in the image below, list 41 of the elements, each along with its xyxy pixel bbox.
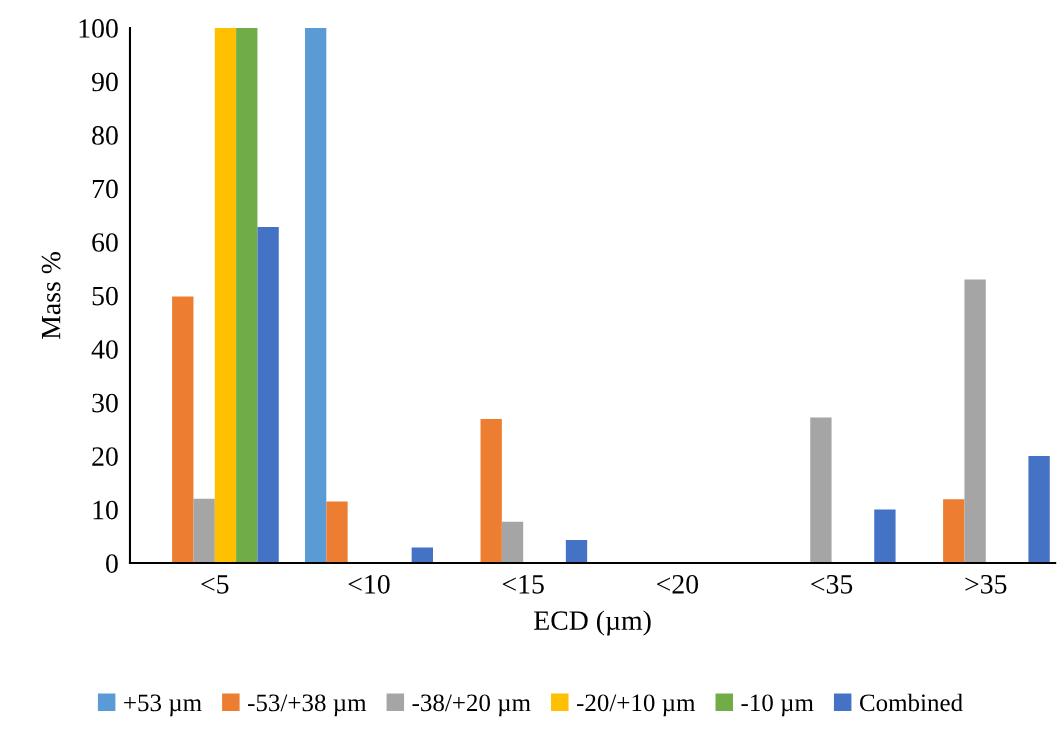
y-tick-label: 80 bbox=[92, 126, 118, 145]
y-tick-label: 0 bbox=[106, 554, 118, 573]
y-tick-label: 90 bbox=[91, 72, 118, 92]
x-tick-label: <10 bbox=[348, 574, 390, 594]
bar bbox=[501, 521, 524, 564]
y-axis-title: Mass % bbox=[41, 252, 61, 340]
y-tick-label: 60 bbox=[92, 233, 118, 252]
y-tick-label: 20 bbox=[92, 447, 118, 466]
legend-label: +53 µm bbox=[124, 694, 202, 717]
x-tick-label: <15 bbox=[502, 575, 544, 594]
y-tick-label: 30 bbox=[92, 393, 118, 413]
bar bbox=[257, 226, 279, 564]
bar bbox=[874, 509, 896, 564]
bar bbox=[480, 419, 502, 564]
bar bbox=[304, 27, 327, 564]
legend-label: Combined bbox=[859, 693, 963, 712]
x-tick-label: >35 bbox=[965, 575, 1007, 594]
x-tick-label: <35 bbox=[811, 575, 853, 594]
bar bbox=[236, 27, 258, 564]
bar bbox=[193, 498, 215, 564]
y-tick-label: 70 bbox=[92, 179, 118, 199]
legend-label: -20/+10 µm bbox=[576, 694, 696, 717]
x-tick-label: <20 bbox=[657, 574, 699, 594]
legend-label: -10 µm bbox=[741, 694, 814, 717]
legend-label: -38/+20 µm bbox=[412, 694, 531, 717]
bar bbox=[411, 547, 433, 564]
x-axis-title: ECD (µm) bbox=[534, 610, 651, 636]
y-tick-label: 40 bbox=[91, 340, 118, 359]
bar bbox=[326, 501, 348, 564]
bar bbox=[214, 27, 237, 564]
bar bbox=[565, 540, 588, 564]
bar bbox=[172, 296, 194, 564]
y-tick-label: 50 bbox=[92, 286, 118, 306]
bar bbox=[943, 499, 965, 564]
y-tick-label: 100 bbox=[79, 19, 118, 38]
bar bbox=[964, 279, 986, 564]
bar bbox=[1028, 455, 1050, 564]
bar bbox=[810, 417, 832, 564]
legend-label: -53/+38 µm bbox=[248, 694, 367, 717]
y-tick-label: 10 bbox=[93, 500, 118, 520]
x-tick-label: <5 bbox=[201, 575, 229, 594]
